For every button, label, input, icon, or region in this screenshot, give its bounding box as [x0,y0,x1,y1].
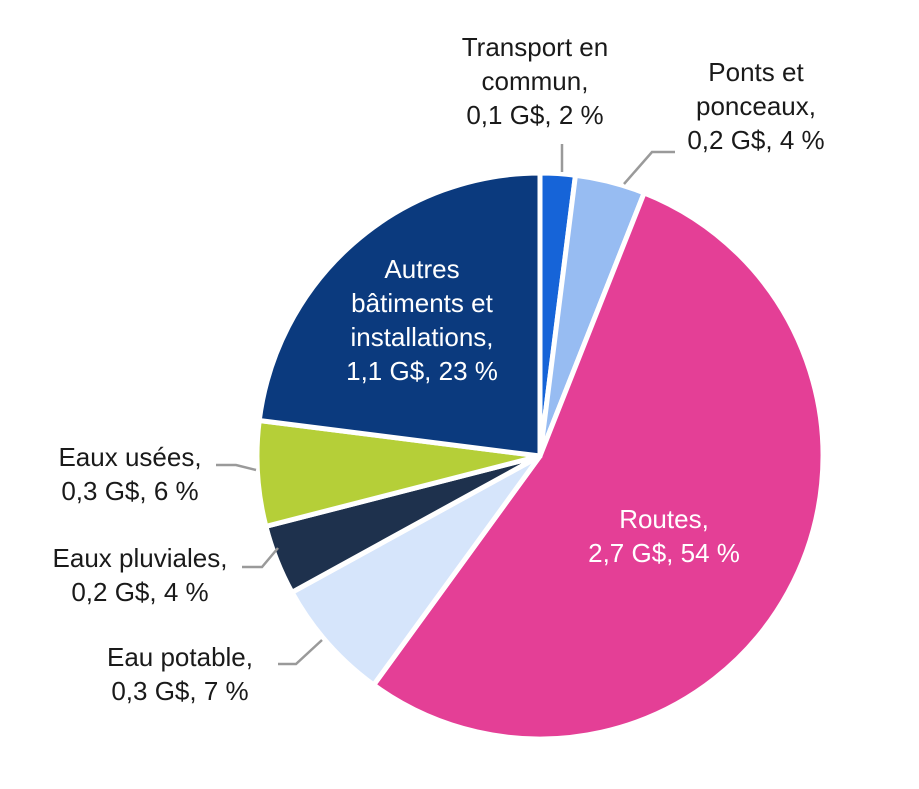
leader-line-ponts-et-ponceaux [623,150,675,185]
slice-label-eau-potable: Eau potable, 0,3 G$, 7 % [107,642,253,706]
slice-label-line: ponceaux, [696,91,816,121]
slice-label-line: 0,1 G$, 2 % [466,100,603,130]
leader-lines [216,144,675,666]
slice-label-transport-en-commun: Transport en commun, 0,1 G$, 2 % [462,32,608,130]
slice-label-line: 0,3 G$, 6 % [61,476,198,506]
slice-label-line: commun, [482,66,589,96]
slice-label-line: Eaux usées, [58,442,201,472]
slice-label-ponts-et-ponceaux: Ponts et ponceaux, 0,2 G$, 4 % [687,57,824,155]
slice-labels: Transport en commun, 0,1 G$, 2 % Ponts et po… [53,32,825,706]
pie-slice-autres-batiments-et-installations [256,170,543,459]
slice-label-line: 0,2 G$, 4 % [687,125,824,155]
slice-label-line: 1,1 G$, 23 % [346,356,498,386]
slice-label-eaux-pluviales: Eaux pluviales, 0,2 G$, 4 % [53,543,228,607]
slice-label-line: installations, [350,322,493,352]
slice-label-eaux-usees: Eaux usées, 0,3 G$, 6 % [58,442,201,506]
slice-label-line: 2,7 G$, 54 % [588,538,740,568]
slice-label-line: Routes, [619,504,709,534]
slice-label-line: Eau potable, [107,642,253,672]
leader-line-eaux-usees [216,463,257,472]
slice-label-line: Ponts et [708,57,804,87]
slice-label-line: Eaux pluviales, [53,543,228,573]
slice-label-line: 0,2 G$, 4 % [71,577,208,607]
leader-line-eaux-pluviales [242,547,279,569]
slice-label-autres-batiments-et-installations: Autres bâtiments et installations, 1,1 G$, … [346,254,498,386]
pie-slice-routes [371,190,826,742]
slice-label-line: bâtiments et [351,288,493,318]
slice-label-line: Transport en [462,32,608,62]
pie-slices [254,170,826,742]
slice-label-line: Autres [384,254,459,284]
slice-label-line: 0,3 G$, 7 % [111,676,248,706]
leader-line-eau-potable [278,639,323,666]
slice-label-routes: Routes, 2,7 G$, 54 % [588,504,740,568]
